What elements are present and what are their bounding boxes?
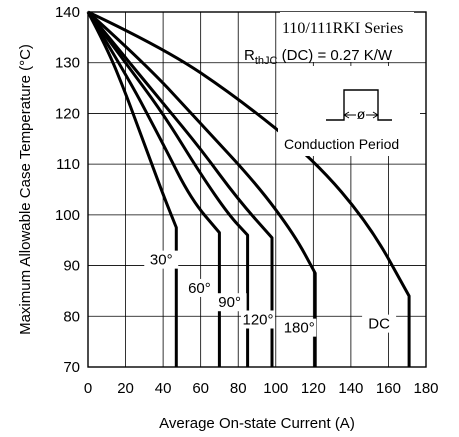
series-curve xyxy=(86,11,178,367)
annotation: 110/111RKI Series RthJC (DC) = 0.27 K/W xyxy=(244,12,414,67)
series-curve xyxy=(86,11,250,367)
series-label: 180° xyxy=(284,320,315,337)
x-tick-label: 180 xyxy=(413,380,438,397)
x-tick-label: 20 xyxy=(117,380,134,397)
series-label-bg xyxy=(144,250,179,269)
rth-label: RthJC (DC) = 0.27 K/W xyxy=(244,47,393,67)
series-label-bg xyxy=(241,310,276,329)
y-tick-label: 110 xyxy=(56,156,80,173)
y-tick-label: 140 xyxy=(55,4,80,21)
plot-frame xyxy=(87,11,427,368)
x-tick-labels: 0 20 40 60 80 100 120 140 160 180 xyxy=(84,380,439,397)
y-tick-label: 100 xyxy=(55,207,80,224)
conduction-period-label: Conduction Period xyxy=(284,136,399,152)
curves xyxy=(86,10,411,367)
rth-subscript: thJC xyxy=(255,55,278,67)
series-label: DC xyxy=(368,316,390,333)
y-tick-label: 120 xyxy=(55,105,80,122)
x-tick-label: 100 xyxy=(263,380,288,397)
series-curve xyxy=(87,10,411,367)
rth-main: R xyxy=(244,47,255,64)
series-curve xyxy=(86,11,221,367)
series-label-bg xyxy=(182,278,217,297)
series-curve xyxy=(86,10,317,367)
x-tick-label: 160 xyxy=(376,380,401,397)
series-labels: 30° 60° 90°120° 180° DC xyxy=(144,250,397,337)
y-tick-label: 90 xyxy=(63,258,80,275)
series-curve xyxy=(86,11,274,367)
series-label: 120° xyxy=(243,312,274,329)
x-tick-label: 40 xyxy=(155,380,172,397)
y-tick-label: 130 xyxy=(55,55,80,72)
rth-rest: (DC) = 0.27 K/W xyxy=(277,47,392,64)
series-title: 110/111RKI Series xyxy=(282,20,403,37)
series-label: 90° xyxy=(218,294,241,311)
x-tick-label: 140 xyxy=(338,380,363,397)
x-tick-label: 80 xyxy=(230,380,247,397)
y-axis-title: Maximum Allowable Case Temperature (°C) xyxy=(17,44,34,335)
conduction-waveform xyxy=(326,89,392,121)
series-label: 30° xyxy=(150,252,173,269)
series-label-bg xyxy=(282,318,317,337)
conduction-inset: ø Conduction Period xyxy=(278,66,420,156)
conduction-symbol: ø xyxy=(357,106,366,122)
y-tick-label: 80 xyxy=(63,308,80,325)
series-label-bg xyxy=(362,314,397,333)
series-label: 60° xyxy=(188,280,211,297)
y-tick-label: 70 xyxy=(63,359,80,376)
y-tick-labels: 70 80 90 100 110 120 130 140 xyxy=(55,4,80,376)
x-tick-label: 0 xyxy=(84,380,92,397)
conduction-arrowheads xyxy=(343,111,379,119)
x-axis-title: Average On-state Current (A) xyxy=(159,415,355,432)
x-tick-label: 60 xyxy=(192,380,209,397)
series-label-bg xyxy=(212,293,247,312)
x-tick-label: 120 xyxy=(301,380,326,397)
